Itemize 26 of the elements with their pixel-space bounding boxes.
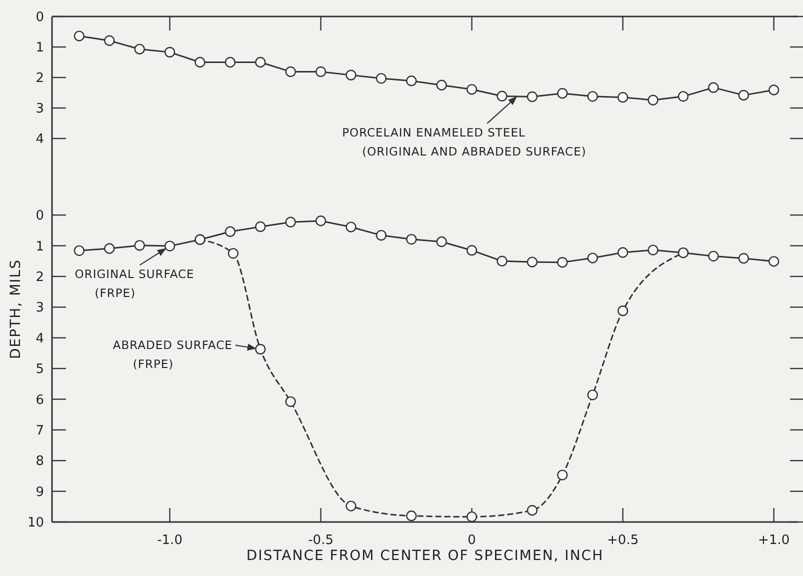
y-tick-label: 3 (36, 102, 44, 117)
x-tick-label: -1.0 (157, 533, 182, 548)
x-axis-title: DISTANCE FROM CENTER OF SPECIMEN, INCH (246, 548, 604, 564)
y-tick-label: 6 (36, 392, 44, 408)
y-tick-label: 1 (36, 40, 44, 56)
y-tick-label: 0 (36, 10, 44, 26)
x-tick-label: 0 (468, 533, 476, 548)
y-tick-label: 0 (36, 208, 44, 224)
x-tick-label: -0.5 (308, 533, 334, 548)
y-tick-label: 7 (36, 423, 44, 438)
annotation: PORCELAIN ENAMELED STEEL (ORIGINAL AND ABRADED SURFACE) (342, 125, 586, 158)
y-tick-label: 4 (36, 331, 44, 346)
x-tick-label: +1.0 (758, 533, 790, 548)
y-tick-label: 2 (36, 71, 44, 86)
y-tick-label: 2 (36, 270, 44, 285)
y-tick-label: 9 (36, 484, 44, 500)
y-tick-label: 1 (36, 239, 44, 254)
y-tick-label: 5 (36, 362, 44, 378)
annotation: ORIGINAL SURFACE (FRPE) (74, 267, 194, 300)
y-tick-label: 4 (36, 132, 44, 148)
annotation: ABRADED SURFACE (FRPE) (112, 338, 232, 372)
y-tick-label: 3 (36, 300, 44, 316)
y-axis-title: DEPTH, MILS (8, 259, 24, 359)
y-tick-label: 10 (27, 516, 44, 531)
x-tick-label: +0.5 (607, 533, 639, 548)
y-tick-label: 8 (36, 454, 44, 470)
